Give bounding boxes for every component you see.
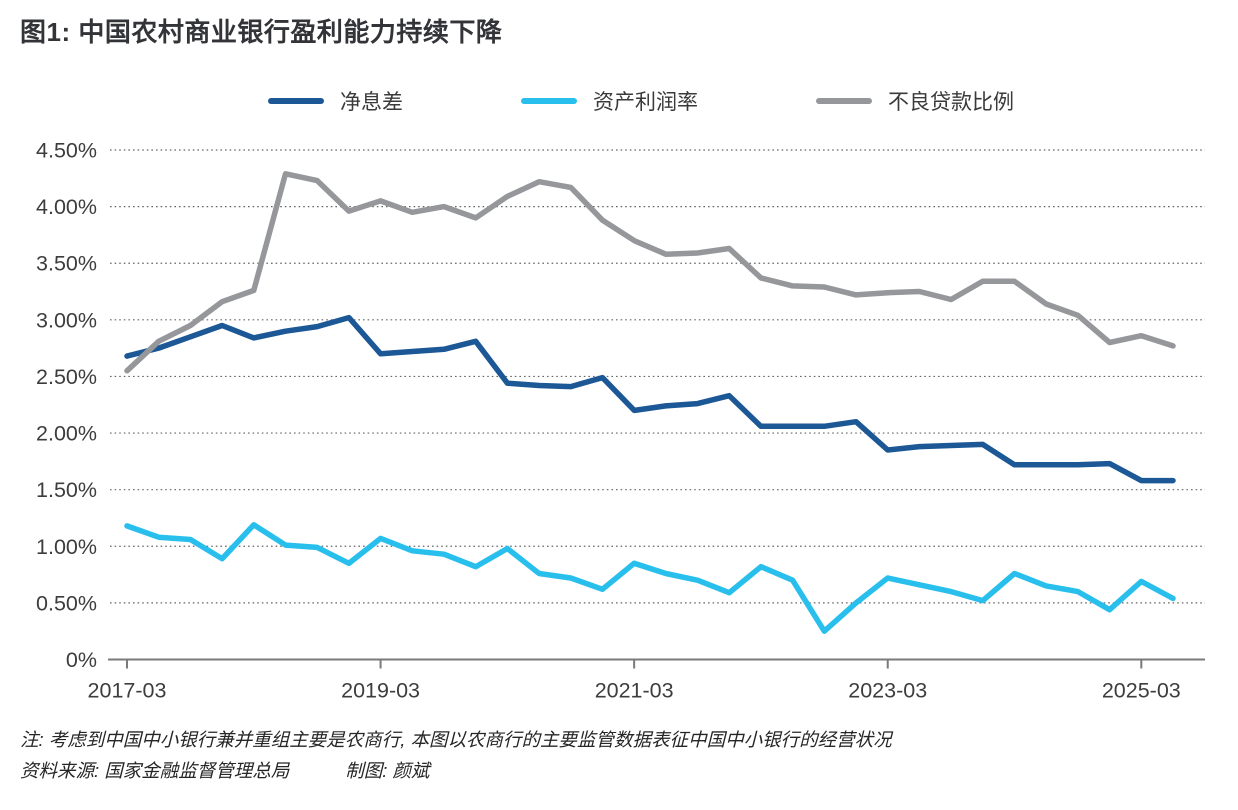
- y-axis-tick-label: 1.00%: [36, 535, 97, 559]
- data-source: 资料来源: 国家金融监督管理总局: [20, 760, 290, 781]
- y-axis-tick-label: 4.00%: [36, 195, 97, 219]
- y-axis-tick-label: 1.50%: [36, 478, 97, 502]
- y-axis-tick-label: 2.00%: [36, 422, 97, 446]
- legend-label-nim: 净息差: [340, 91, 403, 114]
- npl-line: [124, 171, 1176, 374]
- roa-line-swatch-icon: [521, 98, 577, 104]
- legend-label-npl: 不良贷款比例: [888, 91, 1014, 114]
- legend-label-roa: 资产利润率: [593, 91, 698, 114]
- npl-line-swatch-icon: [816, 98, 872, 104]
- x-axis-tick-label: 2017-03: [88, 679, 167, 703]
- y-axis-tick-label: 0.50%: [36, 591, 97, 615]
- x-axis-tick-label: 2025-03: [1102, 679, 1181, 703]
- chart-svg: 0% 0.50% 1.00% 1.50% 2.00% 2.50% 3.00% 3.50% 4.0…: [36, 139, 1205, 703]
- x-axis-tick-label: 2019-03: [341, 679, 420, 703]
- nim-line: [124, 314, 1176, 484]
- chart-notes: 注: 考虑到中国中小银行兼并重组主要是农商行, 本图以农商行的主要监管数据表征中…: [20, 724, 1220, 786]
- y-axis-tick-label: 3.00%: [36, 308, 97, 332]
- chart-credit: 制图: 颜斌: [345, 760, 430, 781]
- legend-item-nim: 净息差: [268, 86, 403, 116]
- nim-line-swatch-icon: [268, 98, 324, 104]
- page-title: 图1: 中国农村商业银行盈利能力持续下降: [20, 17, 503, 47]
- y-axis-tick-label: 2.50%: [36, 365, 97, 389]
- legend-item-roa: 资产利润率: [521, 86, 698, 116]
- x-axis-tick-label: 2021-03: [595, 679, 674, 703]
- note-line: 注: 考虑到中国中小银行兼并重组主要是农商行, 本图以农商行的主要监管数据表征中…: [20, 729, 892, 750]
- y-axis-tick-label: 3.50%: [36, 252, 97, 276]
- x-axis-tick-label: 2023-03: [848, 679, 927, 703]
- chart-legend: 净息差 资产利润率 不良贷款比例: [268, 86, 1014, 116]
- y-axis-tick-label: 0%: [66, 648, 97, 672]
- roa-line: [124, 522, 1176, 634]
- source-row: 资料来源: 国家金融监督管理总局 制图: 颜斌: [20, 755, 1220, 786]
- legend-item-npl: 不良贷款比例: [816, 86, 1014, 116]
- y-axis-tick-label: 4.50%: [36, 139, 97, 163]
